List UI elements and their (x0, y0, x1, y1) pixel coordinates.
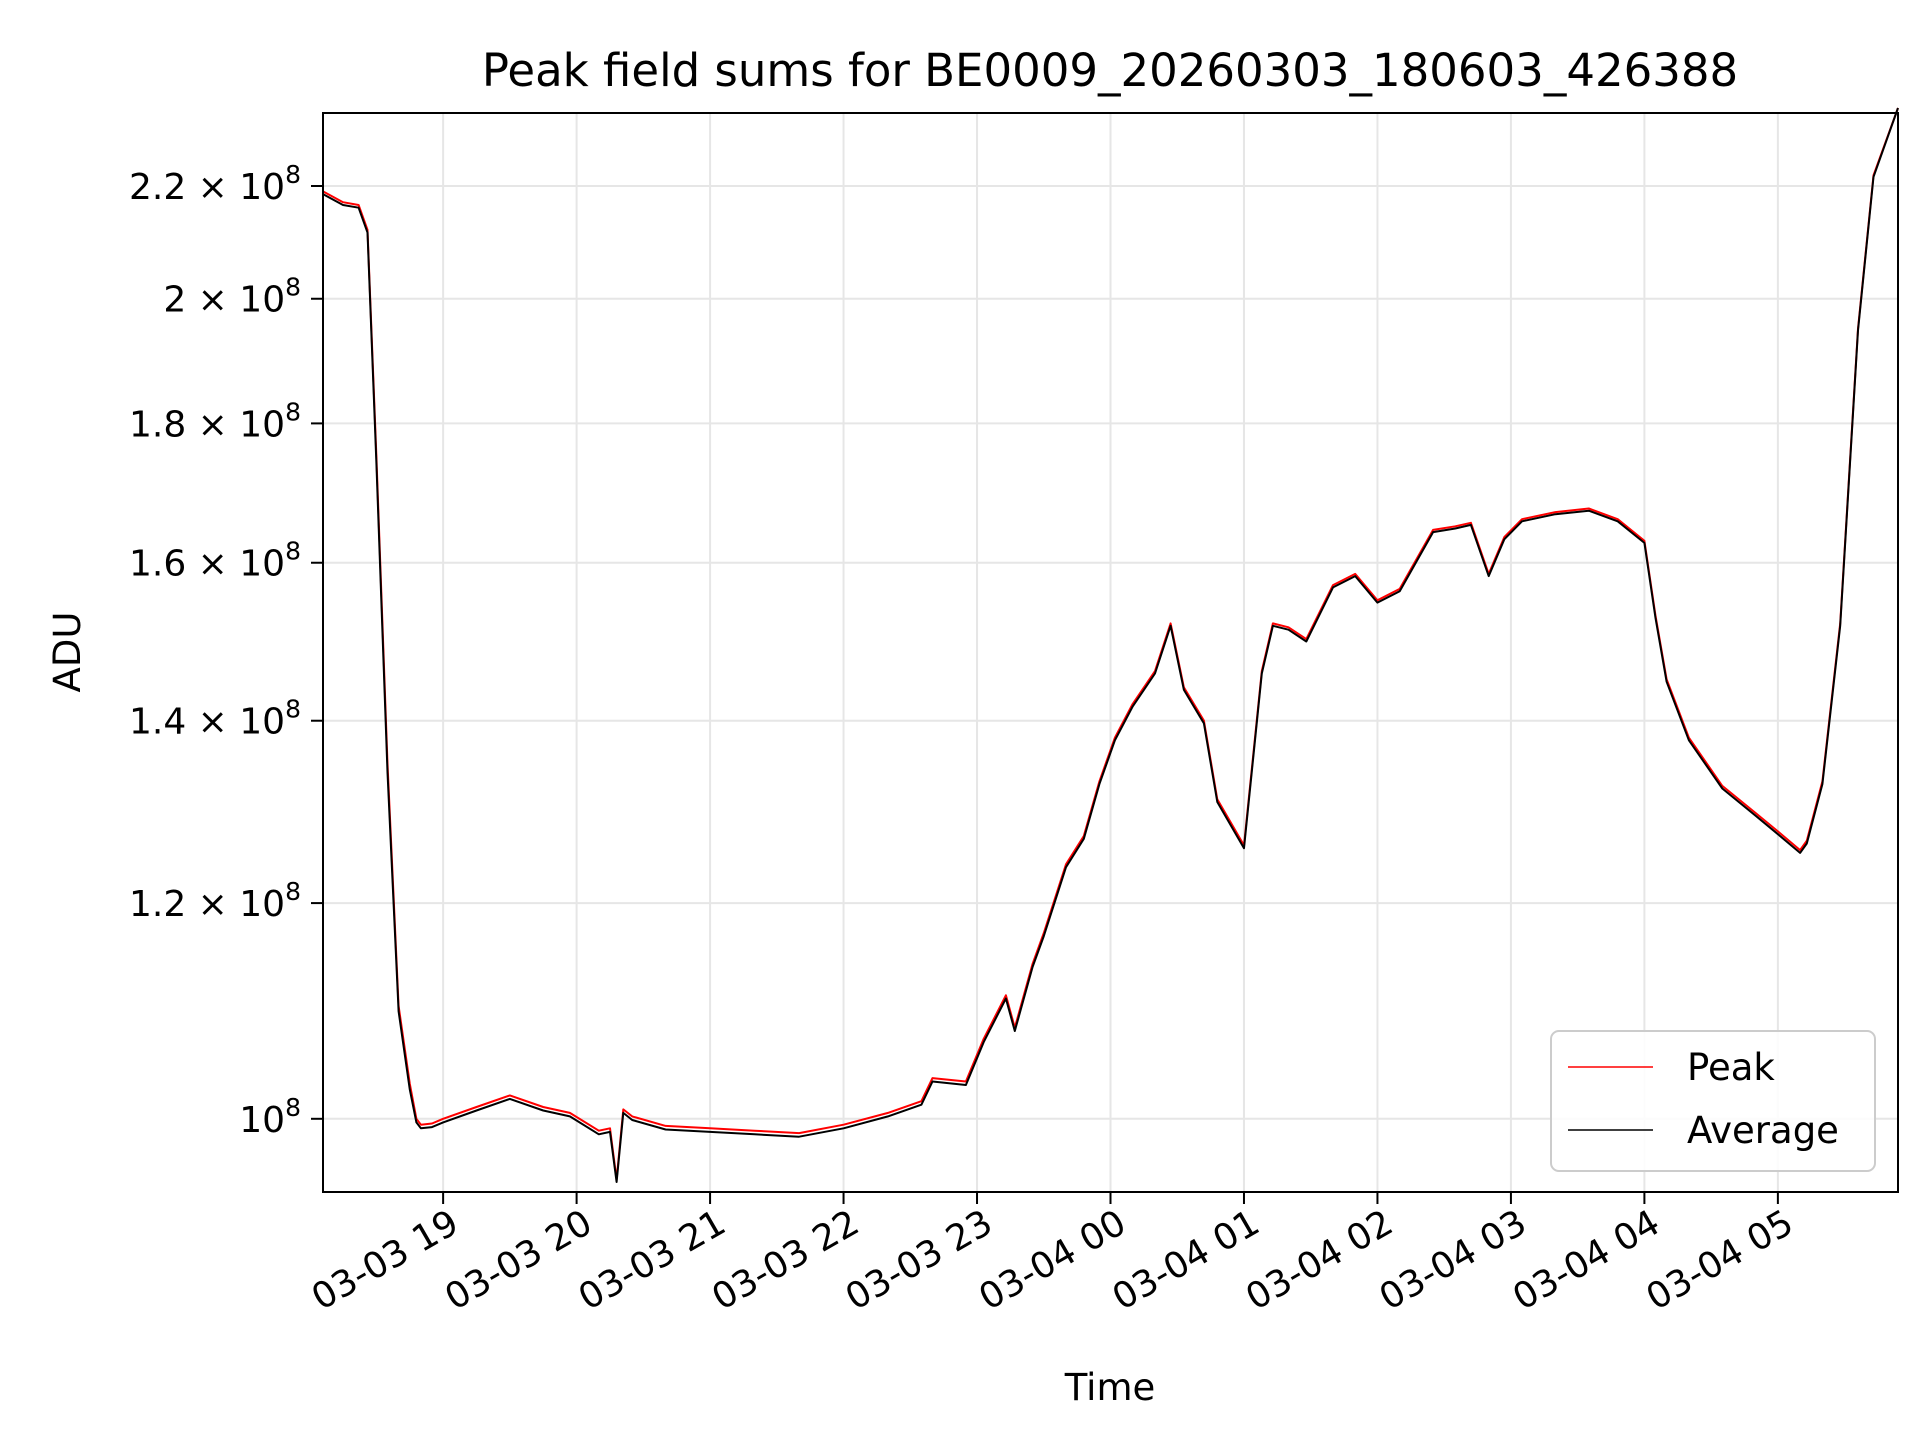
series-layer (322, 107, 1899, 1183)
y-tick-label: 1.2 × 108 (129, 877, 301, 925)
legend: Peak Average (1550, 1030, 1876, 1172)
y-tick-label: 2 × 108 (163, 273, 301, 321)
grid (323, 113, 1898, 1192)
legend-label-peak: Peak (1687, 1046, 1775, 1089)
series-line-average (322, 107, 1899, 1183)
y-tick-label: 2.2 × 108 (129, 160, 301, 208)
legend-box (1550, 1030, 1876, 1172)
y-tick-label: 1.8 × 108 (129, 397, 301, 445)
legend-label-average: Average (1687, 1109, 1839, 1152)
y-tick-label: 1.6 × 108 (129, 537, 301, 585)
chart-title: Peak field sums for BE0009_20260303_1806… (482, 44, 1738, 97)
y-tick-label: 1.4 × 108 (129, 695, 301, 743)
x-axis-label: Time (1064, 1366, 1156, 1409)
y-axis-label: ADU (46, 612, 89, 693)
